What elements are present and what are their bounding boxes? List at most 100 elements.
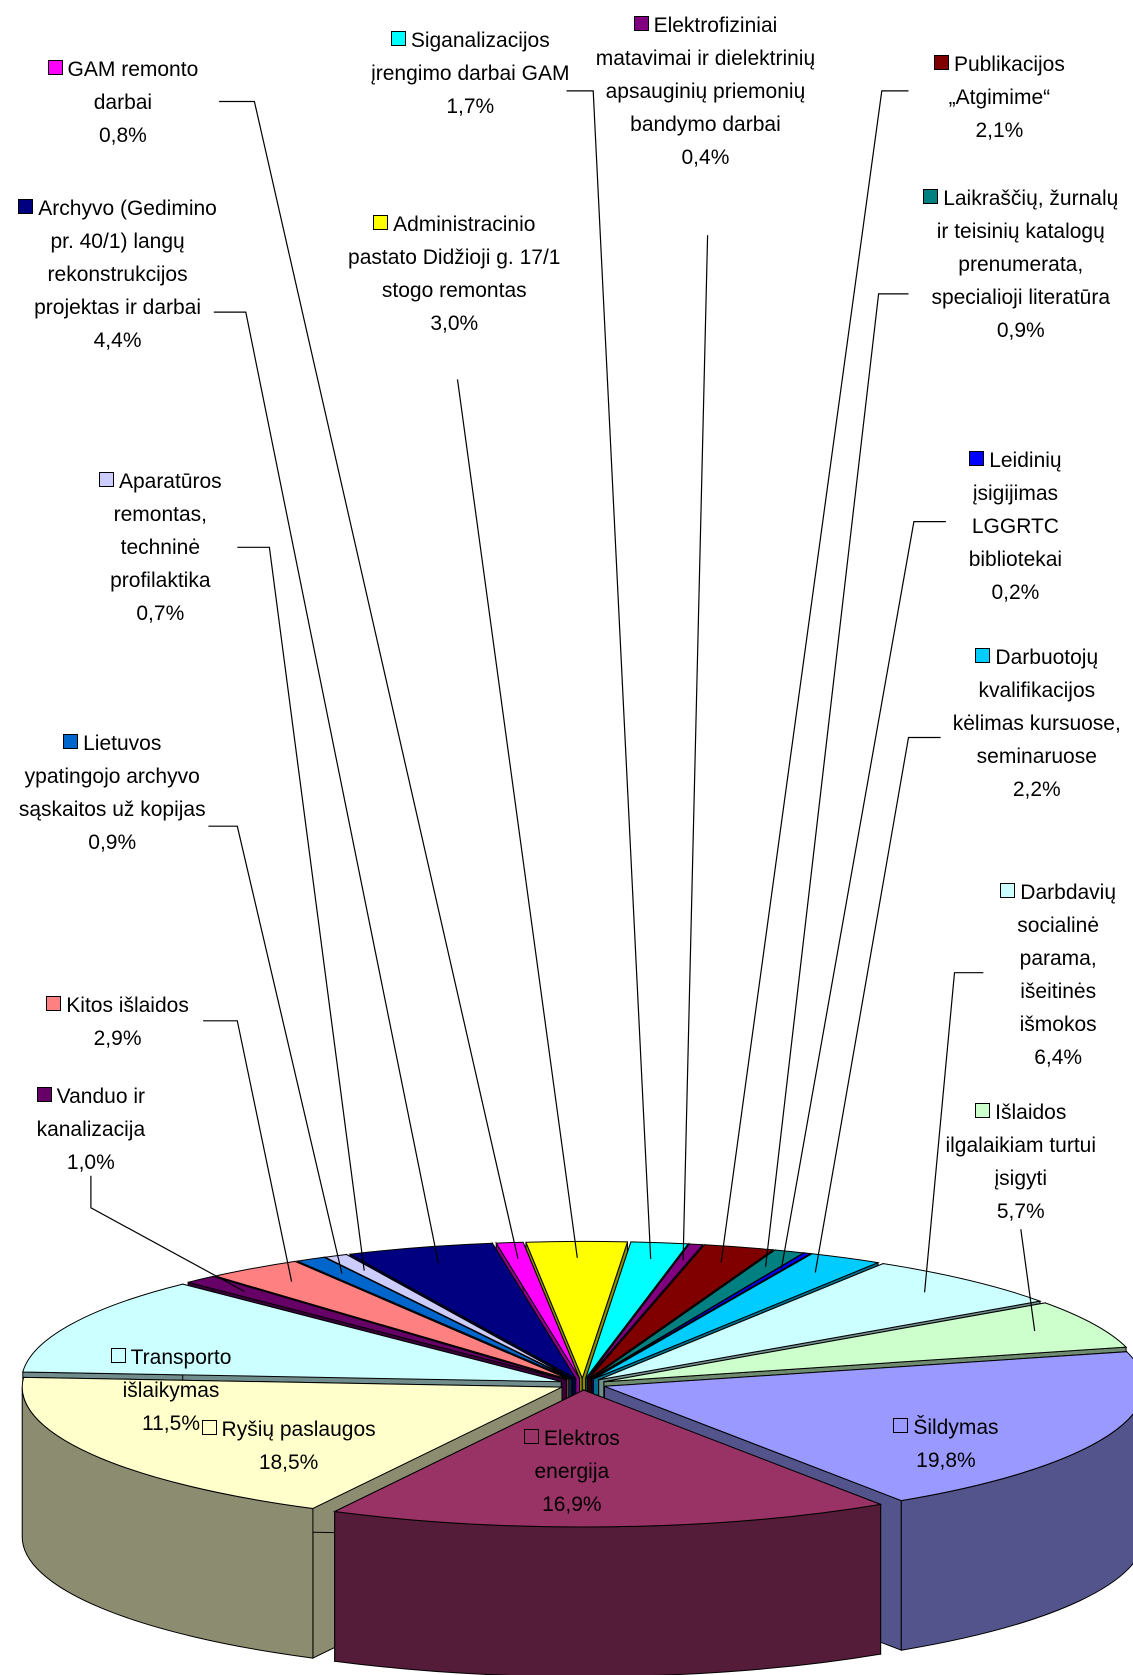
category-label: Vanduo ir kanalizacija	[36, 1084, 146, 1141]
leader-line	[213, 311, 439, 1264]
value-label: 0,7%	[136, 601, 185, 625]
slice	[187, 1275, 567, 1381]
leader-line	[765, 293, 909, 1267]
data-label: Publikacijos „Atgimime“ 2,1%	[909, 48, 1091, 147]
slice	[21, 1376, 563, 1510]
category-label: Aparatūros remontas, techninė profilakti…	[110, 469, 222, 592]
data-label: Laikraščių, žurnalų ir teisinių katalogų…	[919, 182, 1122, 347]
legend-key	[975, 1102, 991, 1118]
legend-key	[36, 1086, 52, 1102]
legend-key	[373, 215, 389, 231]
value-label: 1,0%	[66, 1150, 115, 1174]
value-label: 19,8%	[916, 1448, 976, 1472]
data-label: Elektros energija 16,9%	[486, 1422, 657, 1521]
data-label: Darbdavių socialinė parama, išeitinės iš…	[983, 876, 1133, 1074]
legend-key	[98, 471, 114, 487]
data-label: Elektrofiziniai matavimai ir dielektrini…	[593, 9, 817, 174]
legend-key	[969, 450, 985, 466]
leader-line	[780, 520, 946, 1269]
slice-wall	[334, 1503, 882, 1675]
data-label: Archyvo (Gedimino pr. 40/1) langų rekons…	[11, 192, 225, 357]
legend-key	[110, 1348, 126, 1364]
leader-line	[456, 379, 578, 1258]
legend-key	[201, 1420, 217, 1436]
slice	[332, 1389, 883, 1528]
slice	[348, 1242, 578, 1380]
data-label: Vanduo ir kanalizacija 1,0%	[0, 1080, 182, 1179]
slice	[598, 1263, 1042, 1381]
slice	[604, 1351, 1133, 1502]
category-label: Archyvo (Gedimino pr. 40/1) langų rekons…	[34, 197, 217, 320]
category-label: Ryšių paslaugos	[221, 1418, 376, 1442]
data-label: GAM remonto darbai 0,8%	[21, 53, 224, 152]
leader-line	[208, 825, 343, 1274]
leader-line	[90, 1175, 245, 1292]
value-label: 2,9%	[93, 1026, 142, 1050]
legend-key	[46, 995, 62, 1011]
slice	[603, 1302, 1128, 1383]
category-label: Šildymas	[913, 1415, 999, 1439]
value-label: 1,7%	[446, 94, 495, 118]
slice	[525, 1240, 629, 1380]
value-label: 0,9%	[996, 318, 1045, 342]
leader-line	[237, 546, 365, 1271]
category-label: Leidinių įsigijimas LGGRTC bibliotekai	[968, 448, 1063, 571]
value-label: 0,4%	[681, 145, 730, 169]
slice	[22, 1283, 562, 1383]
category-label: Išlaidos ilgalaikiam turtui įsigyti	[945, 1100, 1097, 1190]
legend-key	[923, 188, 939, 204]
data-label: Leidinių įsigijimas LGGRTC bibliotekai 0,…	[935, 444, 1095, 609]
value-label: 0,8%	[98, 124, 147, 148]
legend-key	[893, 1417, 909, 1433]
leader-line	[720, 90, 909, 1263]
leader-line	[682, 235, 709, 1261]
category-label: GAM remonto darbai	[67, 58, 199, 115]
slice	[593, 1253, 880, 1380]
slice	[588, 1244, 775, 1379]
category-label: Administracinio pastato Didžioji g. 17/1…	[348, 213, 561, 303]
data-label: Administracinio pastato Didžioji g. 17/1…	[347, 208, 561, 340]
value-label: 16,9%	[542, 1492, 602, 1516]
category-label: Lietuvos ypatingojo archyvo sąskaitos už…	[18, 731, 206, 821]
data-label: Lietuvos ypatingojo archyvo sąskaitos už…	[19, 727, 206, 859]
leader-line	[814, 736, 941, 1273]
legend-key	[47, 60, 63, 76]
legend-key	[523, 1428, 539, 1444]
legend-key	[63, 733, 79, 749]
legend-key	[933, 55, 949, 71]
slice	[323, 1253, 573, 1380]
slice	[585, 1241, 689, 1379]
legend-key	[1000, 883, 1016, 899]
data-label: Ryšių paslaugos 18,5%	[182, 1413, 396, 1479]
slice	[591, 1252, 812, 1380]
category-label: Elektros energija	[534, 1426, 620, 1483]
category-label: Siganalizacijos įrengimo darbai GAM	[371, 28, 570, 85]
leader-line	[924, 972, 984, 1293]
value-label: 5,7%	[996, 1199, 1045, 1223]
category-label: Transporto išlaikymas	[122, 1346, 232, 1403]
category-label: Darbuotojų kvalifikacijos kėlimas kursuo…	[952, 646, 1121, 769]
data-label: Transporto išlaikymas 11,5%	[64, 1341, 278, 1440]
data-label: Aparatūros remontas, techninė profilakti…	[72, 465, 248, 630]
category-label: Darbdavių socialinė parama, išeitinės iš…	[1017, 881, 1117, 1037]
data-label: Šildymas 19,8%	[839, 1411, 1053, 1477]
slice	[586, 1243, 704, 1379]
slice	[495, 1241, 580, 1379]
value-label: 6,4%	[1034, 1046, 1083, 1070]
data-label: Siganalizacijos įrengimo darbai GAM 1,7%	[363, 24, 577, 123]
value-label: 0,2%	[991, 580, 1040, 604]
data-label: Išlaidos ilgalaikiam turtui įsigyti 5,7%	[925, 1096, 1117, 1228]
category-label: Kitos išlaidos	[66, 993, 189, 1017]
value-label: 11,5%	[142, 1412, 200, 1436]
legend-key	[390, 30, 406, 46]
slice	[295, 1256, 572, 1380]
data-label: Kitos išlaidos 2,9%	[11, 989, 225, 1055]
value-label: 2,2%	[1012, 778, 1061, 802]
value-label: 4,4%	[93, 329, 142, 353]
leader-line	[566, 90, 652, 1260]
category-label: Elektrofiziniai matavimai ir dielektrini…	[595, 13, 816, 136]
legend-key	[975, 648, 991, 664]
value-label: 18,5%	[258, 1451, 319, 1475]
